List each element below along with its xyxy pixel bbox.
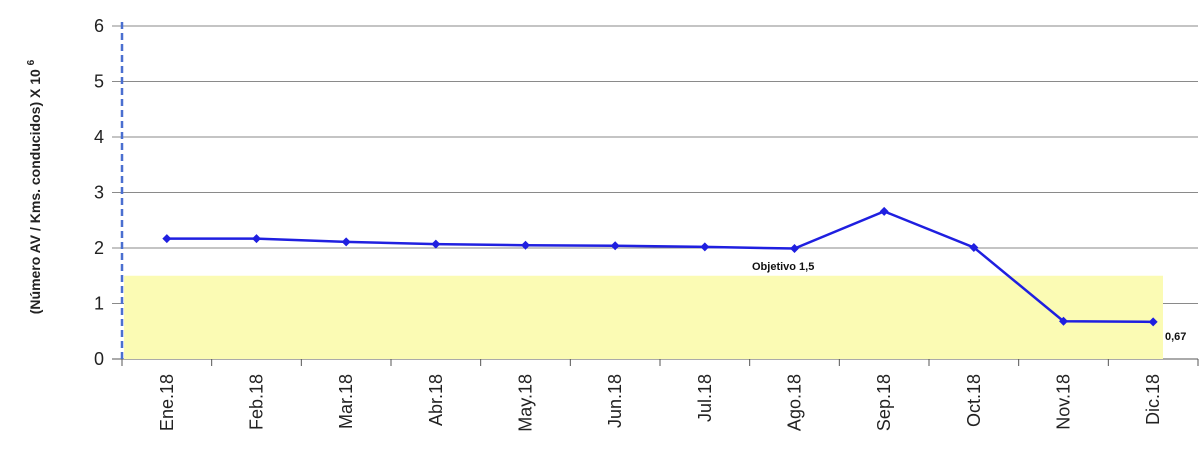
data-point-7: [790, 244, 799, 254]
x-tick-label-10: Nov.18: [1054, 374, 1074, 430]
x-tick-label-8: Sep.18: [874, 374, 894, 431]
data-point-5: [610, 241, 620, 251]
x-tick-label-3: Abr.18: [426, 374, 446, 426]
series-group: [162, 206, 1158, 327]
target-label: Objetivo 1,5: [752, 261, 814, 273]
y-tick-label-2: 2: [94, 238, 104, 258]
data-point-2: [341, 237, 351, 247]
x-tick-label-5: Jun.18: [605, 374, 625, 428]
y-tick-label-5: 5: [94, 72, 104, 92]
x-tick-label-0: Ene.18: [157, 374, 177, 431]
data-point-3: [431, 239, 441, 249]
data-point-6: [700, 242, 710, 252]
data-point-4: [521, 240, 530, 250]
x-tick-label-9: Oct.18: [964, 374, 984, 427]
x-tick-label-7: Ago.18: [785, 374, 805, 431]
data-point-1: [252, 234, 261, 244]
data-point-0: [162, 234, 172, 244]
data-point-10: [1059, 316, 1068, 326]
y-tick-label-6: 6: [94, 16, 104, 36]
data-point-8: [879, 206, 889, 216]
y-tick-label-3: 3: [94, 183, 104, 203]
y-axis-ticks: 0 1 2 3 4 5 6: [94, 16, 104, 369]
x-tick-label-1: Feb.18: [247, 374, 267, 430]
x-tick-label-4: May.18: [516, 374, 536, 432]
series-line-0: [166, 210, 1154, 324]
y-axis-label-exponent: 6: [26, 59, 37, 65]
y-axis-label-text: (Número AV / Kms. conducidos) X 10: [27, 69, 43, 314]
x-tick-label-11: Dic.18: [1143, 374, 1163, 425]
y-tick-label-1: 1: [94, 294, 104, 314]
x-axis-ticks: Ene.18 Feb.18 Mar.18 Abr.18 May.18 Jun.18 Jul.…: [121, 359, 1199, 432]
data-point-9: [969, 242, 979, 252]
y-axis-label: (Número AV / Kms. conducidos) X 10 6: [26, 59, 43, 314]
last-point-label: 0,67: [1165, 331, 1186, 343]
x-tick-label-6: Jul.18: [695, 374, 715, 422]
data-point-11: [1148, 317, 1158, 327]
y-tick-label-0: 0: [94, 349, 104, 369]
target-band: [124, 275, 1163, 359]
y-tick-label-4: 4: [94, 127, 104, 147]
x-tick-label-2: Mar.18: [336, 374, 356, 429]
